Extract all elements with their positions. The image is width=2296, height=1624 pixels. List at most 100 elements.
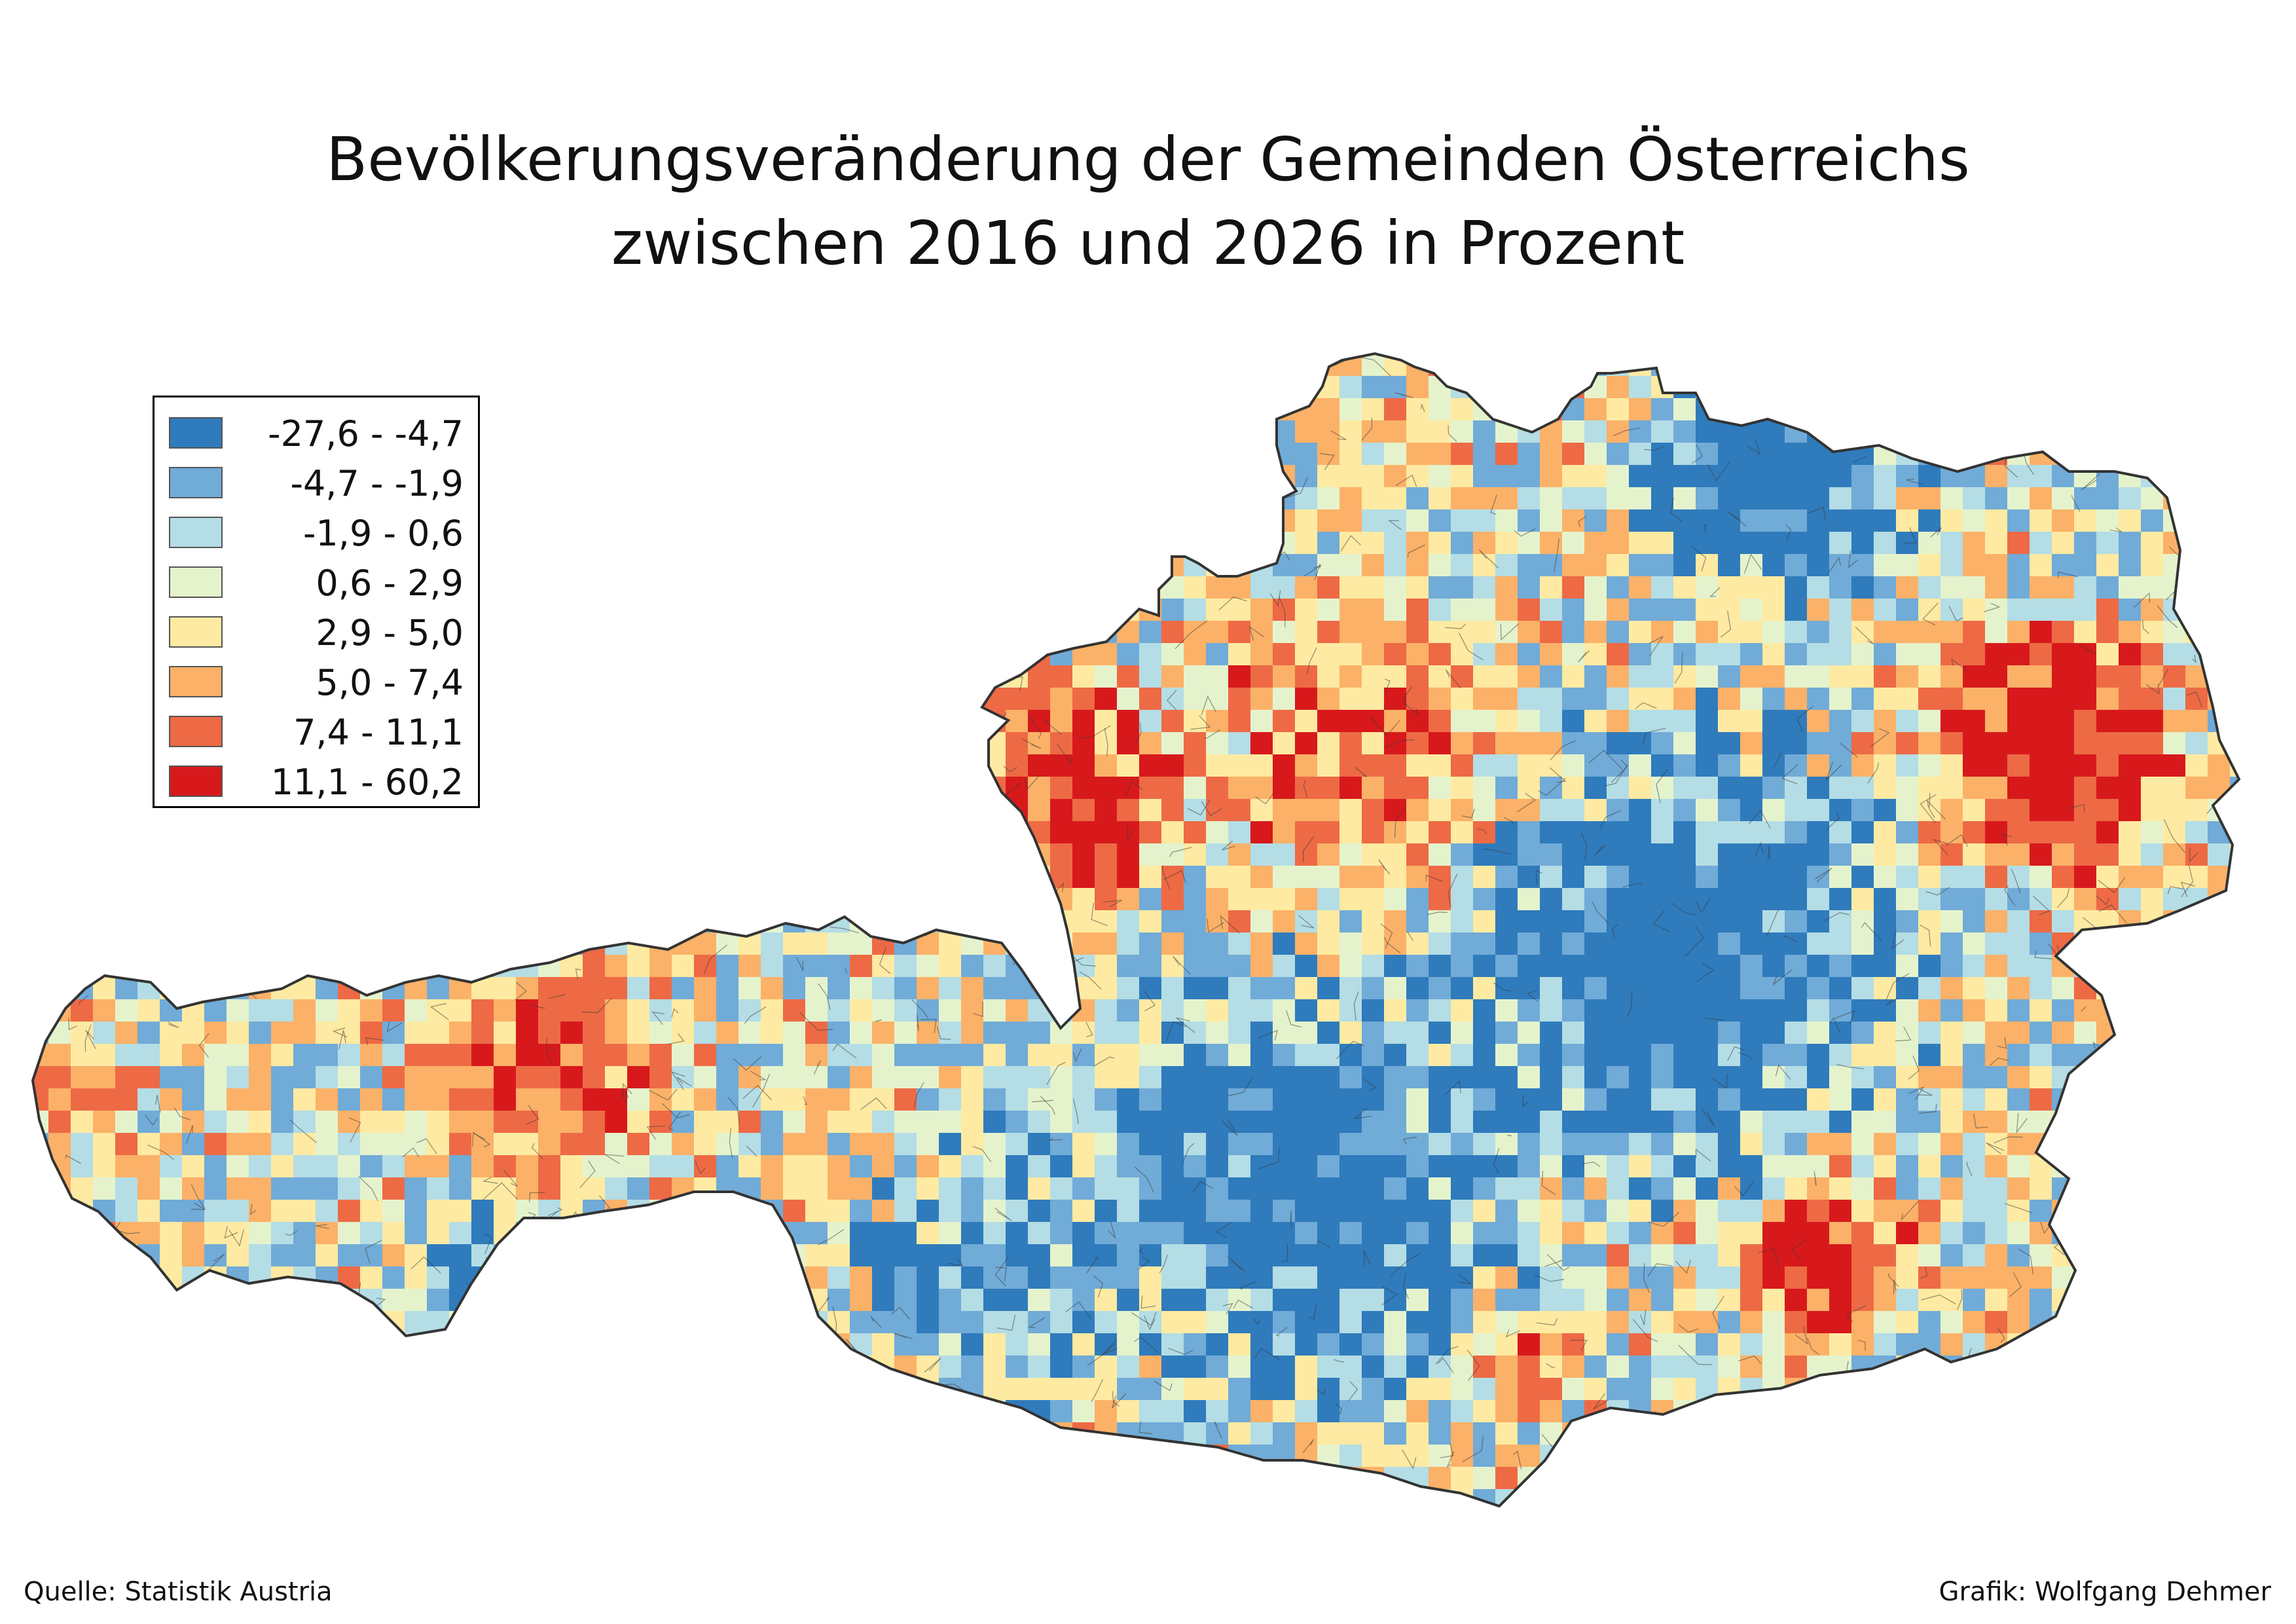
municipality-cell <box>1607 1044 1631 1068</box>
municipality-cell <box>2163 643 2188 669</box>
municipality-cell <box>1762 487 1787 511</box>
municipality-cell <box>1117 1289 1142 1312</box>
municipality-cell <box>494 443 520 470</box>
municipality-cell <box>48 732 75 758</box>
municipality-cell <box>2185 398 2212 423</box>
municipality-cell <box>516 732 540 756</box>
municipality-cell <box>1295 1044 1319 1069</box>
municipality-cell <box>48 599 73 626</box>
municipality-cell <box>850 576 874 602</box>
municipality-cell <box>1874 1289 1899 1314</box>
municipality-cell <box>93 487 117 514</box>
municipality-cell <box>1362 643 1386 669</box>
municipality-cell <box>516 443 541 470</box>
municipality-cell <box>627 599 651 625</box>
municipality-cell <box>917 1445 942 1470</box>
municipality-cell <box>249 866 276 892</box>
municipality-cell <box>672 888 697 914</box>
municipality-cell <box>761 732 788 758</box>
municipality-cell <box>1918 376 1943 400</box>
municipality-cell <box>1184 443 1208 467</box>
municipality-cell <box>1228 465 1255 492</box>
municipality-cell <box>627 509 653 535</box>
municipality-cell <box>405 1422 429 1447</box>
municipality-cell <box>2163 1311 2187 1336</box>
municipality-cell <box>560 443 587 466</box>
municipality-cell <box>494 376 518 401</box>
municipality-cell <box>471 1222 496 1247</box>
municipality-cell <box>1317 843 1341 868</box>
municipality-cell <box>716 576 741 603</box>
municipality-cell <box>1918 1066 1942 1090</box>
municipality-cell <box>1050 799 1074 824</box>
municipality-cell <box>271 1356 295 1379</box>
municipality-cell <box>917 420 941 448</box>
municipality-cell <box>828 1133 853 1156</box>
municipality-cell <box>1362 821 1386 845</box>
municipality-cell <box>1874 1378 1901 1402</box>
municipality-cell <box>160 821 187 848</box>
municipality-cell <box>560 843 585 868</box>
municipality-cell <box>1362 910 1387 935</box>
municipality-cell <box>2074 1289 2102 1316</box>
municipality-cell <box>93 509 118 536</box>
municipality-cell <box>494 1311 520 1336</box>
municipality-cell <box>1851 1333 1875 1357</box>
municipality-cell <box>1584 932 1608 958</box>
municipality-cell <box>360 1356 384 1380</box>
municipality-cell <box>1451 487 1476 512</box>
municipality-cell <box>115 932 141 957</box>
municipality-cell <box>761 1378 786 1402</box>
municipality-cell <box>1006 1111 1031 1135</box>
municipality-cell <box>1673 1177 1698 1203</box>
municipality-cell <box>1829 1266 1854 1291</box>
municipality-cell <box>2007 1022 2031 1046</box>
municipality-cell <box>227 866 251 890</box>
municipality-cell <box>738 1400 762 1426</box>
municipality-cell <box>1807 1378 1831 1404</box>
municipality-cell <box>560 977 585 1001</box>
municipality-cell <box>872 554 900 578</box>
municipality-cell <box>316 955 340 980</box>
municipality-cell <box>649 1244 676 1268</box>
municipality-cell <box>2074 376 2100 401</box>
municipality-cell <box>1095 866 1119 890</box>
municipality-cell <box>1874 977 1899 1002</box>
municipality-cell <box>961 1400 986 1424</box>
municipality-cell <box>204 1311 230 1335</box>
municipality-cell <box>516 1400 542 1424</box>
municipality-cell <box>716 821 744 846</box>
municipality-cell <box>672 821 697 847</box>
municipality-cell <box>427 821 451 849</box>
municipality-cell <box>672 1356 697 1381</box>
municipality-cell <box>494 1378 520 1403</box>
municipality-cell <box>2208 1066 2232 1094</box>
municipality-cell <box>560 376 586 400</box>
municipality-cell <box>850 688 877 713</box>
municipality-cell <box>783 1378 808 1405</box>
municipality-cell <box>93 1400 120 1424</box>
municipality-cell <box>316 888 341 913</box>
municipality-cell <box>583 688 610 712</box>
municipality-cell <box>2030 1333 2056 1357</box>
municipality-cell <box>1829 688 1853 712</box>
municipality-cell <box>1273 354 1299 378</box>
municipality-cell <box>1339 1088 1365 1113</box>
municipality-cell <box>1362 1378 1387 1401</box>
municipality-cell <box>137 1422 165 1449</box>
municipality-cell <box>1762 621 1789 646</box>
municipality-cell <box>1317 643 1342 669</box>
municipality-cell <box>1629 509 1653 533</box>
municipality-cell <box>1607 1222 1631 1246</box>
municipality-cell <box>48 977 72 1003</box>
municipality-cell <box>1584 821 1609 846</box>
municipality-cell <box>983 866 1008 892</box>
municipality-cell <box>93 554 117 578</box>
municipality-cell <box>605 732 632 757</box>
municipality-cell <box>1473 465 1498 490</box>
municipality-cell <box>2163 955 2187 982</box>
municipality-cell <box>1540 665 1564 691</box>
municipality-cell <box>48 665 73 689</box>
municipality-cell <box>2208 1244 2231 1269</box>
municipality-cell <box>2208 621 2232 648</box>
